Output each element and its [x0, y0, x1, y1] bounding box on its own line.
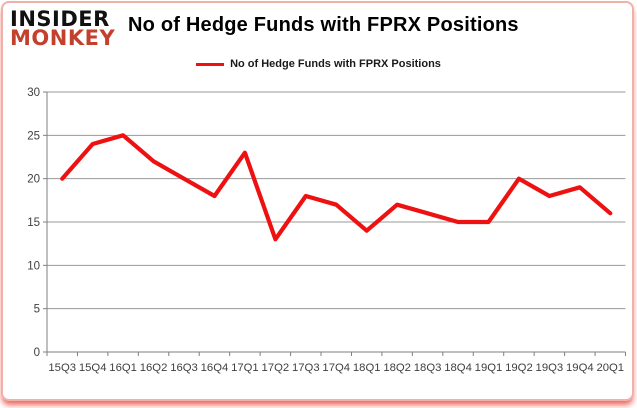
chart-title: No of Hedge Funds with FPRX Positions — [128, 14, 519, 36]
chart-area: 0 5 10 15 20 25 30 15Q3 15Q4 16Q1 16Q2 16Q3 16Q4 17Q1… — [0, 82, 637, 398]
svg-text:20Q1: 20Q1 — [596, 362, 624, 374]
svg-text:15Q3: 15Q3 — [48, 362, 76, 374]
svg-text:5: 5 — [34, 304, 40, 316]
svg-text:16Q2: 16Q2 — [140, 362, 168, 374]
svg-text:10: 10 — [27, 260, 40, 272]
svg-text:0: 0 — [34, 347, 40, 359]
svg-text:25: 25 — [27, 130, 40, 142]
svg-text:18Q2: 18Q2 — [383, 362, 411, 374]
gridlines — [47, 91, 626, 310]
svg-text:19Q2: 19Q2 — [505, 362, 533, 374]
x-axis-labels: 15Q3 15Q4 16Q1 16Q2 16Q3 16Q4 17Q1 17Q2 17Q3 17Q4… — [48, 362, 624, 374]
svg-text:30: 30 — [27, 87, 40, 99]
chart-svg: 0 5 10 15 20 25 30 15Q3 15Q4 16Q1 16Q2 16Q3 16Q4 17Q1… — [27, 87, 626, 374]
svg-text:19Q4: 19Q4 — [566, 362, 594, 374]
svg-text:15: 15 — [27, 217, 40, 229]
svg-text:16Q3: 16Q3 — [170, 362, 198, 374]
svg-text:15Q4: 15Q4 — [79, 362, 107, 374]
svg-text:19Q3: 19Q3 — [536, 362, 564, 374]
insider-monkey-logo: INSIDER MONKEY — [10, 7, 122, 51]
logo-text-monkey: MONKEY — [10, 26, 116, 51]
legend: No of Hedge Funds with FPRX Positions — [0, 58, 637, 70]
svg-text:17Q1: 17Q1 — [231, 362, 259, 374]
svg-text:18Q4: 18Q4 — [444, 362, 472, 374]
legend-line-swatch-icon — [196, 62, 225, 66]
chart-header: INSIDER MONKEY No of Hedge Funds with FP… — [10, 6, 519, 49]
svg-text:17Q4: 17Q4 — [322, 362, 350, 374]
svg-text:16Q4: 16Q4 — [201, 362, 229, 374]
svg-text:17Q2: 17Q2 — [262, 362, 290, 374]
svg-text:17Q3: 17Q3 — [292, 362, 320, 374]
svg-text:19Q1: 19Q1 — [475, 362, 503, 374]
tick-marks — [43, 91, 626, 356]
svg-text:20: 20 — [27, 174, 40, 186]
series-line — [60, 133, 613, 242]
legend-label: No of Hedge Funds with FPRX Positions — [230, 58, 441, 70]
svg-text:18Q1: 18Q1 — [353, 362, 381, 374]
y-axis-labels: 0 5 10 15 20 25 30 — [27, 87, 40, 359]
logo-text-insider: INSIDER — [10, 7, 110, 31]
svg-text:18Q3: 18Q3 — [414, 362, 442, 374]
svg-text:16Q1: 16Q1 — [109, 362, 137, 374]
series-polyline — [60, 133, 613, 242]
